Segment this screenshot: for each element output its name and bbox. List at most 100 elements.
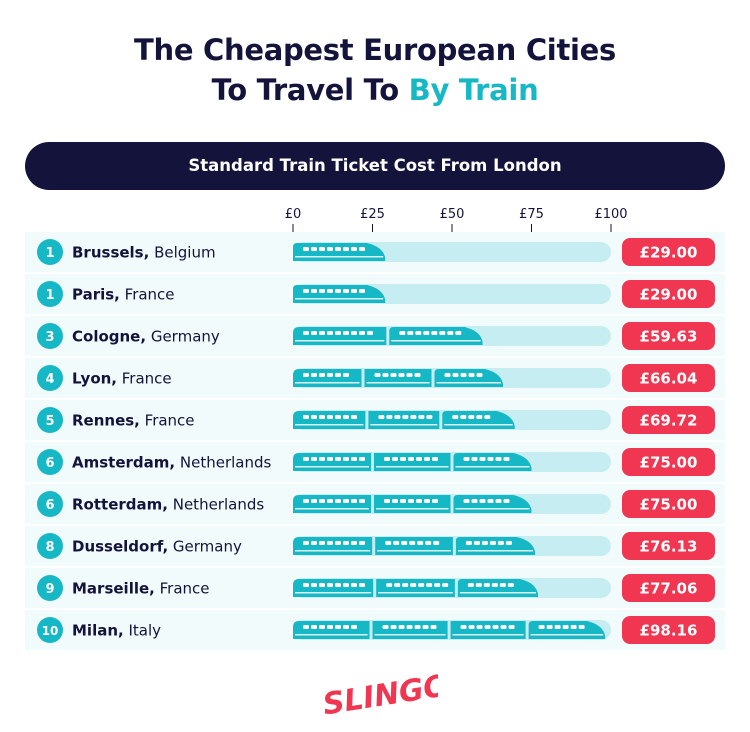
train-window: [382, 625, 389, 629]
rank-number: 10: [42, 624, 59, 638]
price-badge: [622, 406, 715, 434]
train-window: [343, 457, 349, 461]
train-window: [439, 331, 446, 335]
train-window: [455, 331, 462, 335]
train-window: [422, 625, 429, 629]
city-name: Paris,: [72, 286, 120, 304]
price-label: £77.06: [640, 580, 698, 598]
train-stripe: [295, 256, 384, 258]
train-car: [374, 495, 451, 513]
title-line-2: To Travel To By Train: [0, 70, 750, 110]
train-window: [385, 541, 392, 545]
rank-number: 9: [45, 582, 54, 597]
train-window: [359, 247, 365, 251]
train-car: [450, 621, 526, 639]
train-window: [335, 415, 341, 419]
rank-badge: [37, 575, 63, 601]
city-name: Lyon,: [72, 370, 117, 388]
rank-badge: [37, 365, 63, 391]
bar-track: [293, 452, 611, 472]
train-window: [386, 583, 393, 587]
train-bar: [293, 495, 532, 513]
train-bar: [293, 621, 606, 639]
train-stripe: [376, 466, 449, 468]
train-window: [497, 541, 504, 545]
train-window: [303, 499, 309, 503]
train-stripe: [436, 382, 502, 384]
country-name: Germany: [168, 538, 242, 556]
train-window: [335, 373, 341, 377]
train-window: [303, 247, 309, 251]
rank-badge: [37, 533, 63, 559]
train-stripe: [295, 592, 372, 594]
train-car: [372, 621, 448, 639]
train-window: [351, 625, 357, 629]
train-stripe: [376, 508, 449, 510]
train-window: [335, 457, 341, 461]
train-window: [408, 499, 414, 503]
train-window: [410, 583, 417, 587]
train-window: [343, 415, 349, 419]
train-window: [452, 415, 459, 419]
train-window: [351, 247, 357, 251]
price-label: £29.00: [640, 286, 698, 304]
rank-number: 6: [45, 456, 54, 471]
train-window: [343, 247, 349, 251]
train-car: [293, 285, 386, 303]
city-label: Milan, Italy: [72, 622, 161, 640]
train-window: [476, 415, 483, 419]
city-name: Marseille,: [72, 580, 155, 598]
city-name: Rennes,: [72, 412, 140, 430]
train-window: [410, 415, 417, 419]
train-window: [351, 541, 357, 545]
train-car: [455, 537, 536, 555]
train-window: [475, 583, 482, 587]
train-window: [351, 331, 357, 335]
train-window: [335, 541, 341, 545]
train-window: [343, 373, 349, 377]
train-window: [335, 583, 341, 587]
train-window: [476, 625, 483, 629]
train-stripe: [295, 298, 384, 300]
train-window: [327, 583, 333, 587]
chart-row: 4 Lyon, France £66.04: [25, 358, 725, 398]
city-label: Cologne, Germany: [72, 328, 220, 346]
city-label: Paris, France: [72, 286, 175, 304]
train-window: [476, 373, 483, 377]
rank-number: 6: [45, 498, 54, 513]
train-window: [406, 373, 413, 377]
train-window: [447, 331, 454, 335]
train-window: [303, 415, 309, 419]
price-badge: [622, 364, 715, 392]
train-car: [453, 453, 532, 471]
train-bar: [293, 453, 532, 471]
train-window: [508, 625, 515, 629]
city-name: Milan,: [72, 622, 124, 640]
train-window: [311, 289, 317, 293]
train-window: [417, 541, 424, 545]
train-window: [311, 625, 317, 629]
train-window: [327, 373, 333, 377]
train-window: [503, 457, 510, 461]
rank-number: 3: [45, 330, 54, 345]
train-car: [293, 621, 370, 639]
train-window: [484, 415, 491, 419]
train-window: [481, 541, 488, 545]
city-label: Marseille, France: [72, 580, 210, 598]
train-window: [303, 331, 309, 335]
country-name: Germany: [146, 328, 220, 346]
rank-number: 8: [45, 540, 54, 555]
train-window: [406, 625, 413, 629]
train-window: [311, 331, 317, 335]
train-car: [293, 411, 366, 429]
train-car: [374, 453, 451, 471]
train-window: [426, 415, 433, 419]
price-label: £75.00: [640, 496, 698, 514]
train-window: [492, 625, 499, 629]
train-window: [335, 331, 341, 335]
train-window: [460, 625, 467, 629]
train-window: [393, 541, 400, 545]
train-car: [293, 495, 371, 513]
price-badge: [622, 532, 715, 560]
chart-row: 5 Rennes, France £69.72: [25, 400, 725, 440]
